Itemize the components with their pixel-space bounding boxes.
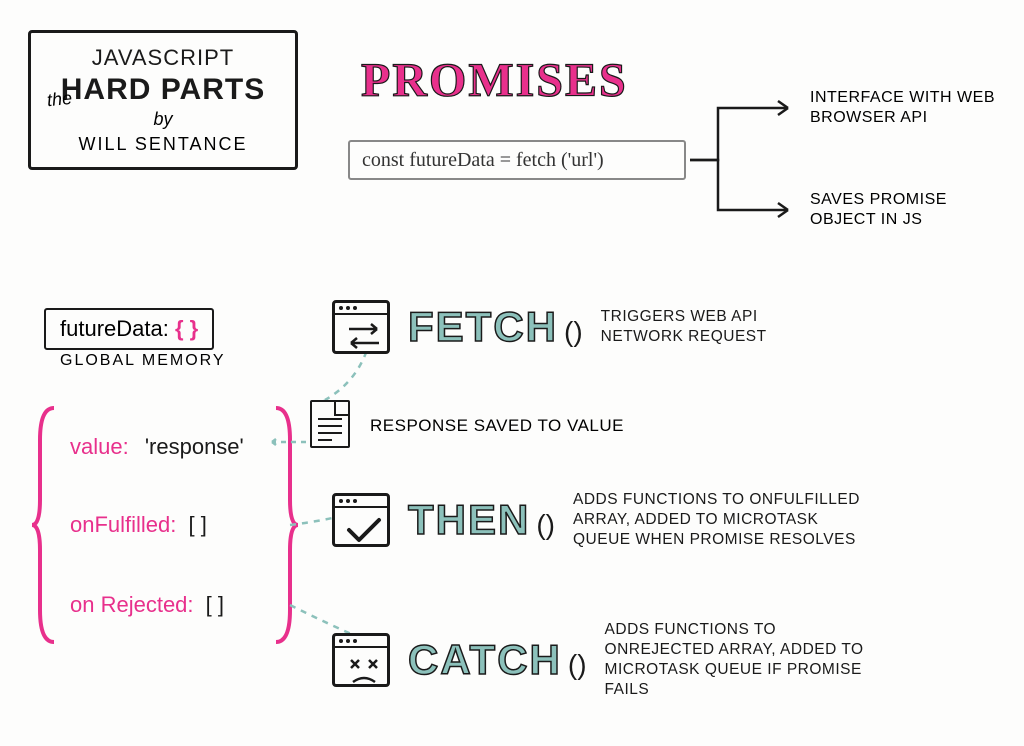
then-desc: ADDS FUNCTIONS TO ONFULFILLED ARRAY, ADD… — [573, 490, 873, 550]
title-by: by — [39, 109, 287, 130]
prop-onfulfilled: onFulfilled: [ ] — [70, 512, 207, 538]
fetch-method-name: FETCH — [408, 303, 558, 351]
then-window-icon — [332, 493, 390, 547]
page-title: PROMISES — [358, 50, 678, 122]
prop-onrejected: on Rejected: [ ] — [70, 592, 224, 618]
dead-face-icon — [335, 648, 393, 690]
prop-value: value: 'response' — [70, 434, 244, 460]
arrows-icon — [335, 315, 393, 357]
prop-onfulfilled-key: onFulfilled: — [70, 512, 176, 537]
prop-onfulfilled-val: [ ] — [189, 512, 207, 537]
title-line2: HARD PARTS — [39, 73, 287, 107]
catch-method-name: CATCH — [408, 636, 562, 684]
title-author: WILL SENTANCE — [39, 134, 287, 155]
branch-arrows — [688, 90, 808, 240]
fetch-window-icon — [332, 300, 390, 354]
response-saved-label: RESPONSE SAVED TO VALUE — [370, 416, 624, 436]
branch-label-bottom: SAVES PROMISE OBJECT IN JS — [810, 190, 1010, 230]
catch-parens: () — [568, 649, 587, 681]
promises-text: PROMISES — [358, 50, 678, 110]
code-snippet-box: const futureData = fetch ('url') — [348, 140, 686, 180]
title-line1: JAVASCRIPT — [39, 45, 287, 71]
fetch-desc: TRIGGERS WEB API NETWORK REQUEST — [601, 307, 831, 347]
future-data-box: futureData: { } — [44, 308, 214, 350]
future-data-braces: { } — [175, 316, 198, 341]
prop-value-val: 'response' — [145, 434, 244, 459]
promises-svg-text: PROMISES — [361, 54, 628, 107]
then-method-name: THEN — [408, 496, 530, 544]
catch-window-icon — [332, 633, 390, 687]
catch-row: CATCH () ADDS FUNCTIONS TO ONREJECTED AR… — [332, 620, 865, 701]
then-row: THEN () ADDS FUNCTIONS TO ONFULFILLED AR… — [332, 490, 873, 550]
promise-object: value: 'response' onFulfilled: [ ] on Re… — [30, 400, 300, 660]
future-data-label: futureData: — [60, 316, 169, 341]
left-brace-icon — [30, 400, 60, 650]
branch-label-top: INTERFACE WITH WEB BROWSER API — [810, 88, 1010, 128]
catch-desc: ADDS FUNCTIONS TO ONREJECTED ARRAY, ADDE… — [605, 620, 865, 701]
fetch-row: FETCH () TRIGGERS WEB API NETWORK REQUES… — [332, 300, 831, 354]
document-icon — [310, 400, 350, 448]
prop-value-key: value: — [70, 434, 129, 459]
prop-onrejected-val: [ ] — [206, 592, 224, 617]
code-snippet-text: const futureData = fetch ('url') — [362, 149, 604, 172]
course-title-box: JAVASCRIPT the HARD PARTS by WILL SENTAN… — [28, 30, 298, 170]
fetch-parens: () — [564, 316, 583, 348]
prop-onrejected-key: on Rejected: — [70, 592, 194, 617]
global-memory-caption: GLOBAL MEMORY — [60, 352, 226, 370]
then-parens: () — [536, 509, 555, 541]
title-the: the — [46, 88, 73, 112]
check-icon — [335, 508, 393, 550]
